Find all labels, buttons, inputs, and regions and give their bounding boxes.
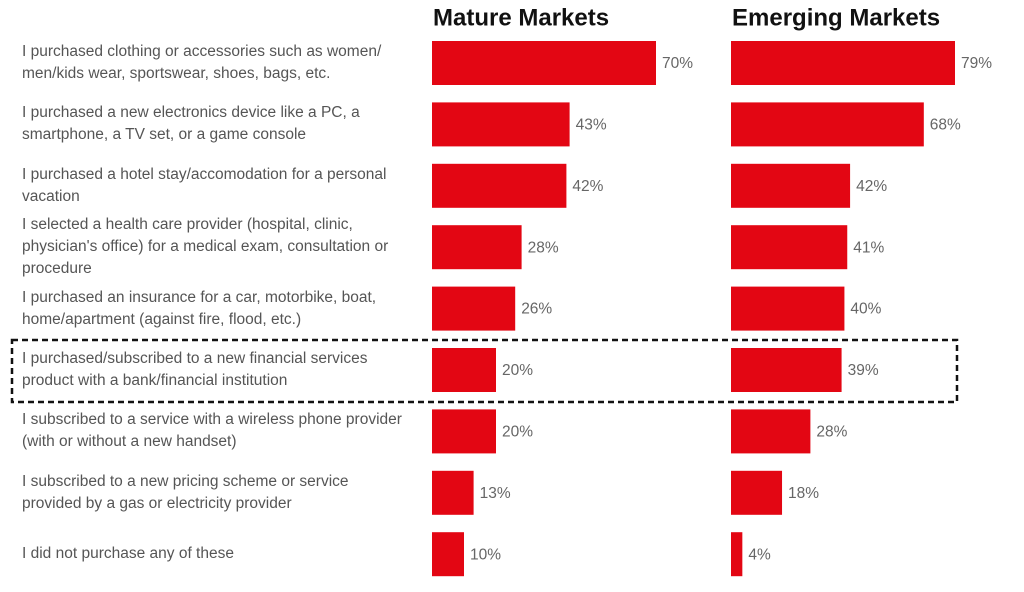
bar: [731, 163, 851, 208]
value-label: 13%: [480, 485, 511, 502]
category-label: I subscribed to a new pricing scheme or …: [22, 472, 349, 512]
category-label: I subscribed to a service with a wireles…: [22, 411, 402, 451]
panel-title: Emerging Markets: [732, 4, 940, 31]
bar: [432, 409, 496, 454]
bar: [731, 225, 848, 270]
value-label: 42%: [572, 178, 603, 195]
value-label: 40%: [850, 301, 881, 318]
bar: [731, 41, 955, 85]
bar: [432, 102, 570, 147]
value-label: 28%: [816, 423, 847, 440]
value-label: 26%: [521, 301, 552, 318]
value-label: 20%: [502, 423, 533, 440]
bar: [432, 41, 656, 85]
bar: [432, 163, 567, 208]
bar: [432, 470, 474, 515]
value-label: 42%: [856, 178, 887, 195]
bar: [432, 348, 496, 392]
panel-title: Mature Markets: [433, 4, 609, 31]
category-label: I purchased/subscribed to a new financia…: [22, 350, 368, 389]
value-label: 18%: [788, 485, 819, 502]
category-label: I purchased a new electronics device lik…: [22, 104, 360, 144]
category-label: I purchased clothing or accessories such…: [22, 43, 382, 82]
bar: [731, 409, 811, 454]
value-label: 4%: [748, 546, 771, 563]
bar: [731, 348, 842, 392]
bar: [731, 470, 783, 515]
category-label: I purchased an insurance for a car, moto…: [22, 288, 377, 328]
bar: [432, 286, 516, 331]
value-label: 43%: [576, 116, 607, 133]
bar: [432, 532, 464, 577]
bar: [731, 286, 845, 331]
category-label: I did not purchase any of these: [22, 545, 234, 563]
value-label: 20%: [502, 362, 533, 379]
highlight-box: [10, 338, 959, 404]
value-label: 39%: [848, 362, 879, 379]
value-label: 10%: [470, 546, 501, 563]
value-label: 28%: [528, 239, 559, 256]
bar: [731, 102, 924, 147]
bar: [432, 225, 522, 270]
value-label: 70%: [662, 55, 693, 72]
bar: [731, 532, 743, 577]
value-label: 41%: [853, 239, 884, 256]
value-label: 68%: [930, 116, 961, 133]
value-label: 79%: [961, 55, 992, 72]
category-label: I purchased a hotel stay/accomodation fo…: [22, 165, 387, 205]
category-label: I selected a health care provider (hospi…: [22, 216, 389, 278]
